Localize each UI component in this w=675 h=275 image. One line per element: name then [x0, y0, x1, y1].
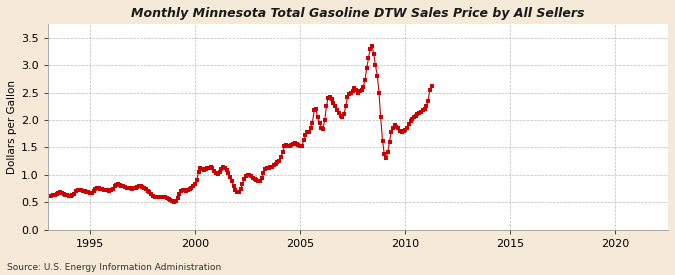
Title: Monthly Minnesota Total Gasoline DTW Sales Price by All Sellers: Monthly Minnesota Total Gasoline DTW Sal… [131, 7, 585, 20]
Y-axis label: Dollars per Gallon: Dollars per Gallon [7, 80, 17, 174]
Text: Source: U.S. Energy Information Administration: Source: U.S. Energy Information Administ… [7, 263, 221, 272]
